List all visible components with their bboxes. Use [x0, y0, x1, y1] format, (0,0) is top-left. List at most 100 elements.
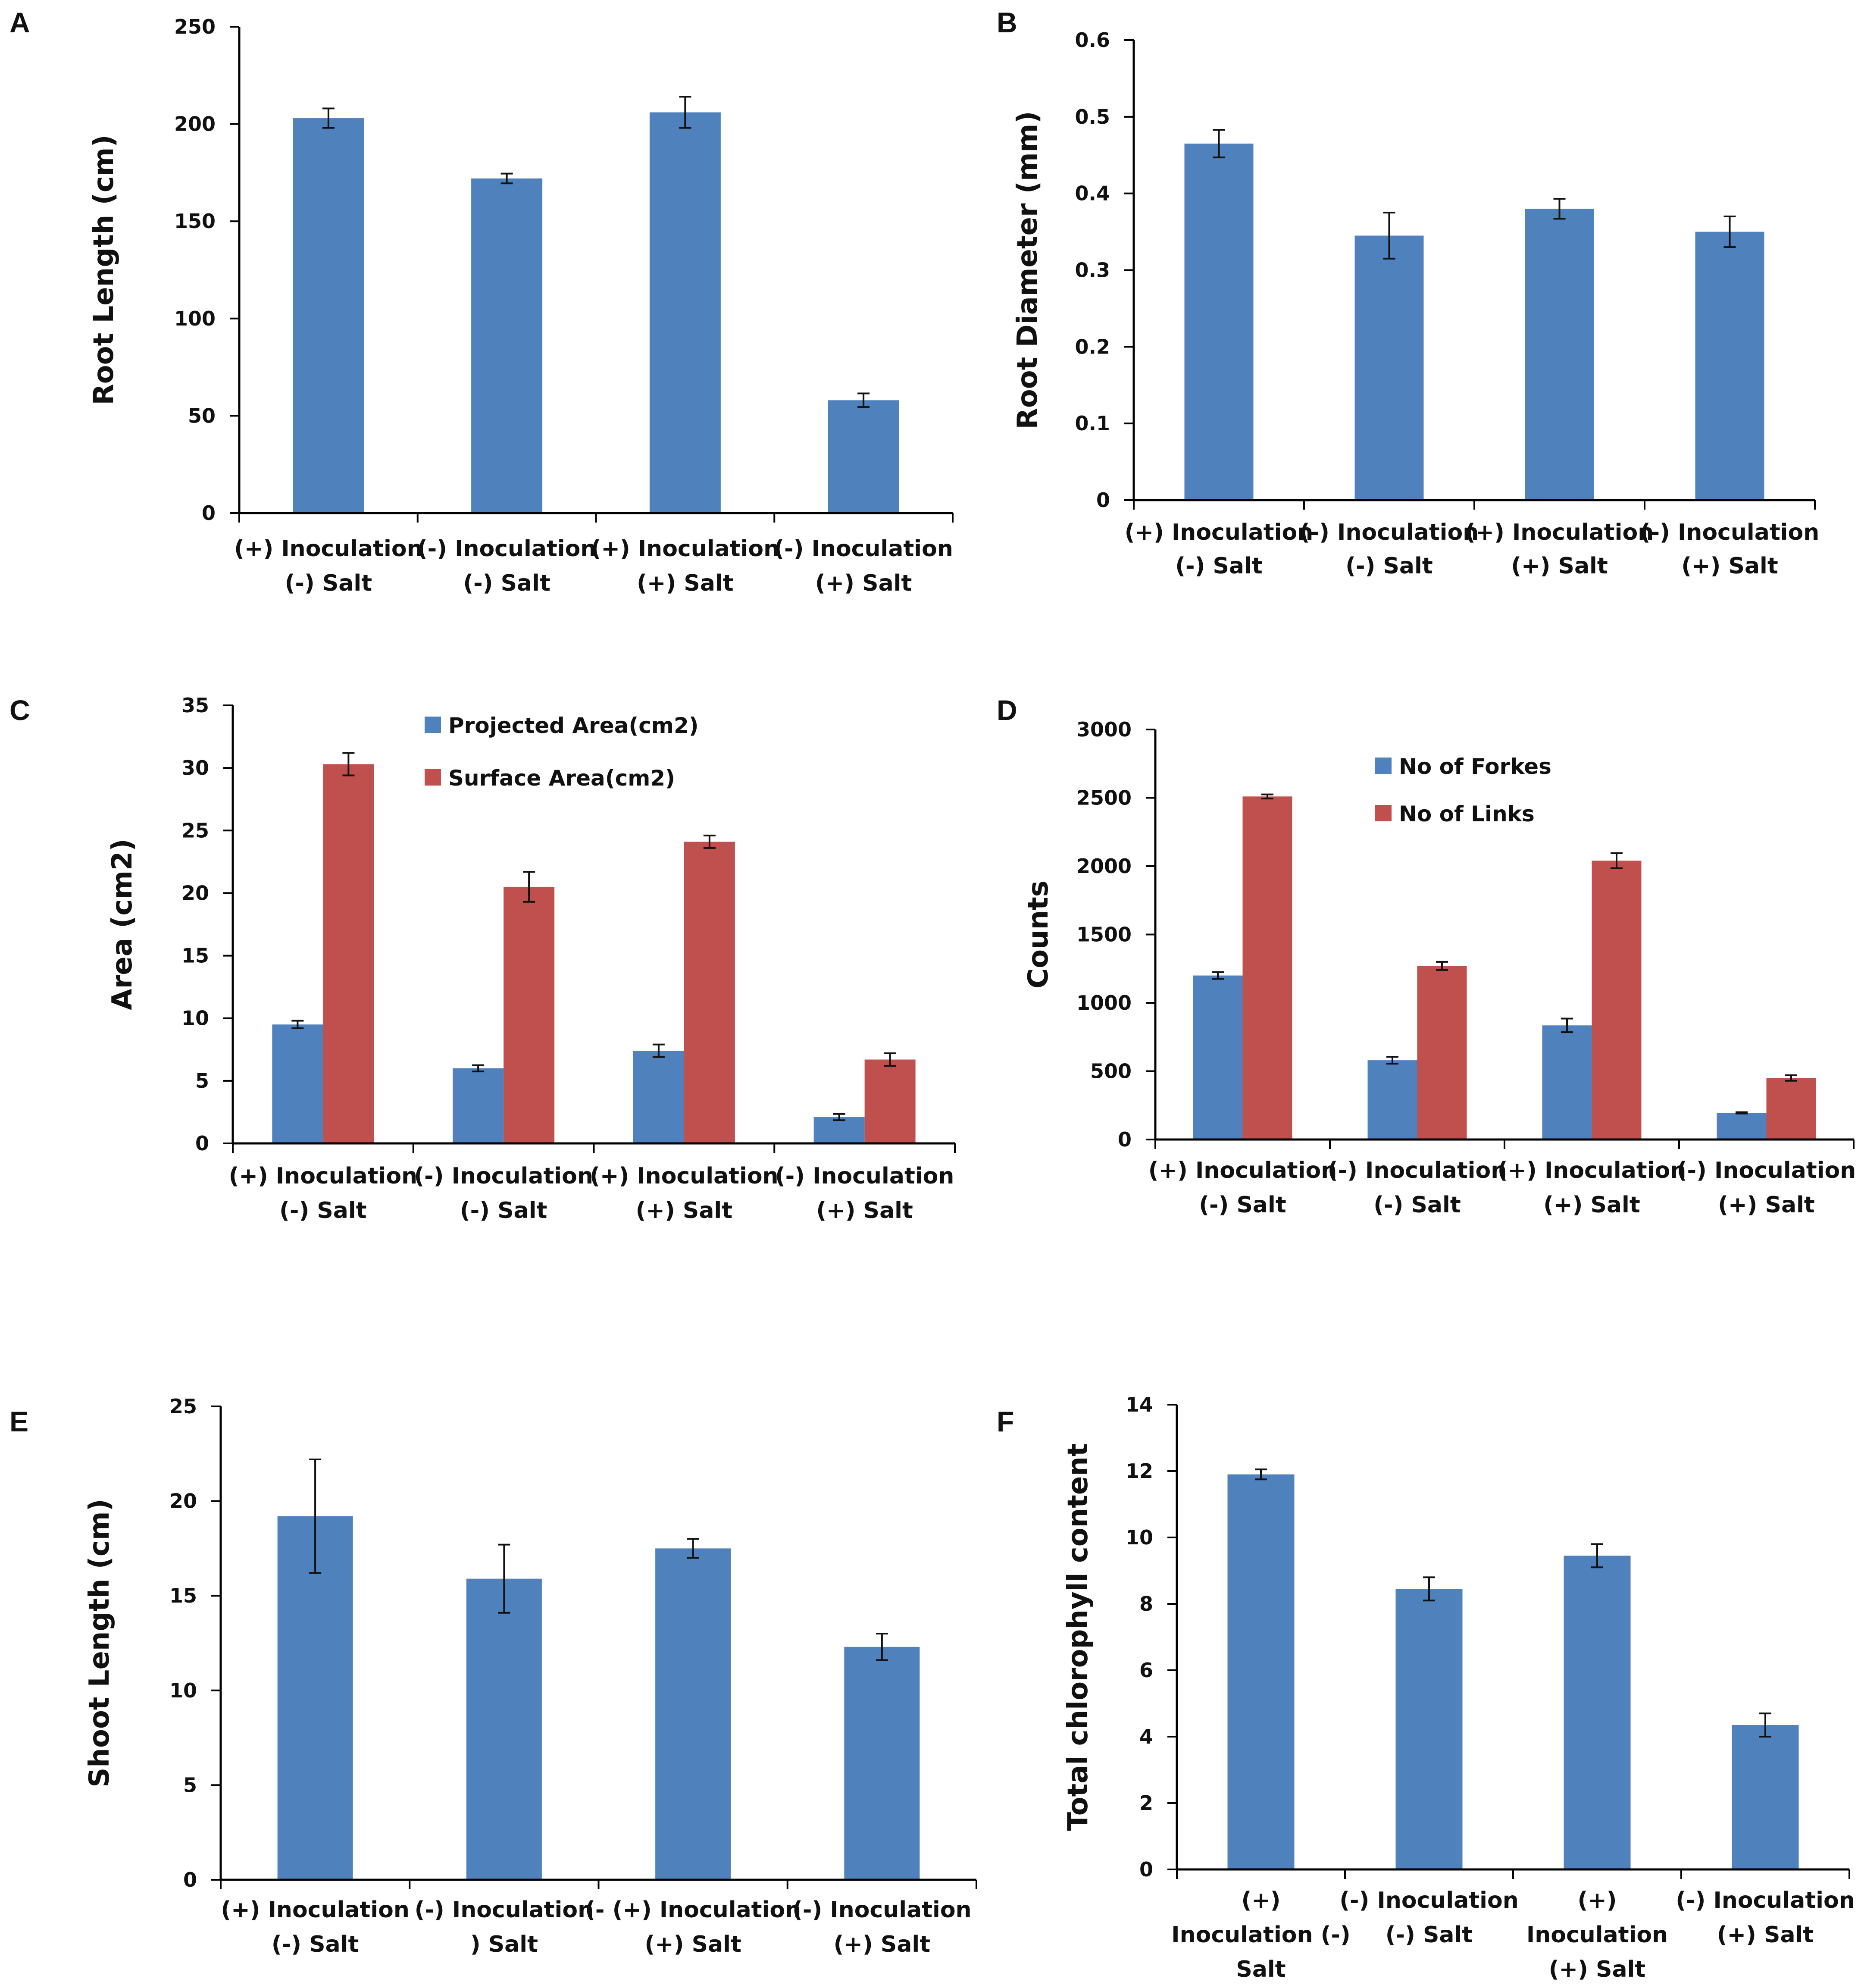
y-tick-label: 6: [1139, 1659, 1153, 1682]
y-tick-label: 0.1: [1075, 412, 1110, 435]
panel-letter: D: [997, 694, 1017, 726]
category-label: (+) Salt: [815, 570, 912, 596]
category-label: (-) Salt: [1373, 1192, 1461, 1218]
category-label: (-) Salt: [1199, 1192, 1286, 1218]
y-tick-label: 12: [1126, 1459, 1153, 1483]
panel-e: E Shoot Length (cm) 0 5 10 15 20 25 (+) Inoculat…: [9, 1395, 977, 1957]
panel-letter: F: [997, 1406, 1014, 1437]
y-tick-label: 4: [1139, 1725, 1153, 1748]
y-tick-label: 0: [1118, 1128, 1132, 1151]
y-tick-label: 30: [181, 756, 209, 780]
bar-root-diameter-3: [1525, 209, 1594, 500]
y-axis-label: Root Length (cm): [88, 135, 120, 405]
y-tick-label: 0.5: [1075, 105, 1110, 128]
category-label: (+): [1241, 1888, 1280, 1913]
category-label: (-) Inoculation: [417, 536, 597, 562]
category-label: (-) Inoculation: [1328, 1158, 1507, 1183]
y-tick-label: 10: [169, 1679, 197, 1702]
legend-swatch: [425, 717, 441, 733]
bar-shoot-length-4: [844, 1647, 920, 1880]
y-tick-label: 0.3: [1075, 259, 1110, 282]
category-label: (-) Inoculation: [792, 1897, 972, 1923]
category-label: (+) Salt: [644, 1932, 741, 1957]
bar-root-diameter-4: [1695, 232, 1764, 500]
y-tick-label: 1500: [1076, 923, 1132, 946]
bar-no-of-links-2: [1417, 966, 1467, 1140]
bar-no-of-forkes-4: [1717, 1113, 1767, 1140]
bar-total-chlorophyll-content-1: [1227, 1474, 1295, 1869]
legend-swatch: [1375, 805, 1392, 821]
bar-surface-area-cm2--3: [684, 842, 735, 1143]
y-tick-label: 3000: [1076, 718, 1132, 741]
category-label: (-) Inoculation: [414, 1163, 593, 1189]
category-label: (+) Salt: [816, 1198, 913, 1224]
category-label: (-) Inoculation: [774, 536, 953, 562]
legend-label: Surface Area(cm2): [448, 766, 675, 791]
category-label: (+) Salt: [1549, 1957, 1645, 1982]
y-tick-label: 0: [1139, 1858, 1153, 1881]
category-label: (-) Salt: [1386, 1922, 1473, 1948]
bar-no-of-links-3: [1592, 861, 1642, 1140]
category-label: (+) Salt: [1681, 553, 1778, 579]
category-label: (+) Salt: [637, 570, 733, 596]
y-tick-label: 20: [169, 1490, 197, 1513]
category-label: (-) Salt: [463, 570, 550, 596]
y-tick-label: 14: [1126, 1393, 1153, 1416]
bar-root-length-2: [471, 178, 543, 513]
y-axis-label: Counts: [1023, 880, 1054, 989]
y-tick-label: 100: [174, 307, 216, 330]
panel-d: D Counts 0 500 1000 1500 2000 2500 3000 (+) Inocu…: [997, 694, 1856, 1218]
y-axis-label: Total chlorophyll content: [1062, 1443, 1094, 1831]
panel-letter: E: [9, 1406, 28, 1437]
y-tick-label: 2: [1139, 1791, 1153, 1815]
category-label: (- (+) Inoculation: [585, 1897, 801, 1923]
bar-shoot-length-1: [277, 1516, 353, 1880]
category-label: (+) Inoculation: [591, 536, 779, 562]
category-label: (+) Inoculation: [1148, 1158, 1337, 1183]
legend-swatch: [425, 769, 441, 786]
bar-root-length-3: [649, 112, 721, 513]
bar-projected-area-cm2--2: [453, 1068, 504, 1143]
y-tick-label: 2500: [1076, 786, 1132, 810]
category-label: (+) Salt: [1717, 1922, 1814, 1948]
category-label: (+) Salt: [1718, 1192, 1814, 1218]
y-tick-label: 5: [183, 1773, 197, 1797]
category-label: (-) Salt: [272, 1932, 359, 1957]
panel-f: F Total chlorophyll content 0 2 4 6 8 10 12 14 (+)…: [997, 1393, 1855, 1982]
category-label: (+) Inoculation: [1465, 520, 1654, 545]
y-axis-label: Area (cm2): [106, 839, 138, 1010]
legend-label: Projected Area(cm2): [448, 713, 699, 738]
y-tick-label: 50: [188, 404, 216, 427]
bar-shoot-length-3: [655, 1548, 731, 1880]
legend-swatch: [1375, 758, 1392, 774]
category-label: (-) Inoculation: [1676, 1888, 1855, 1913]
category-label: (+) Inoculation: [1125, 520, 1313, 545]
y-tick-label: 1000: [1076, 991, 1132, 1014]
category-label: (+) Salt: [834, 1932, 930, 1957]
bar-projected-area-cm2--1: [272, 1024, 323, 1143]
y-tick-label: 0: [1096, 488, 1110, 512]
category-label: Inoculation (-): [1171, 1922, 1351, 1948]
bar-root-length-4: [828, 400, 899, 513]
category-label: (-) Salt: [279, 1198, 366, 1224]
bar-root-diameter-1: [1184, 144, 1254, 500]
category-label: (-) Salt: [1175, 553, 1262, 579]
y-tick-label: 0.6: [1075, 28, 1110, 52]
category-label: (+) Inoculation: [221, 1897, 409, 1923]
bar-shoot-length-2: [466, 1578, 542, 1880]
panel-c: C Area (cm2) 0 5 10 15 20 25 30 35 (+) Inoculation…: [9, 694, 956, 1224]
y-tick-label: 15: [181, 944, 209, 967]
y-tick-label: 15: [169, 1584, 197, 1607]
y-axis-label: Shoot Length (cm): [84, 1499, 116, 1788]
y-tick-label: 10: [181, 1007, 209, 1030]
panel-letter: B: [997, 6, 1017, 38]
y-axis-label: Root Diameter (mm): [1012, 111, 1044, 429]
category-label: (-) Inoculation: [1300, 520, 1479, 545]
y-tick-label: 0: [202, 501, 216, 525]
panel-letter: A: [9, 6, 30, 38]
panel-a: A Root Length (cm) 0 50 100 150 200 250 (+) Inoc…: [9, 6, 954, 596]
category-label: (+): [1577, 1888, 1617, 1913]
y-tick-label: 8: [1139, 1592, 1153, 1615]
bar-surface-area-cm2--2: [504, 886, 555, 1143]
